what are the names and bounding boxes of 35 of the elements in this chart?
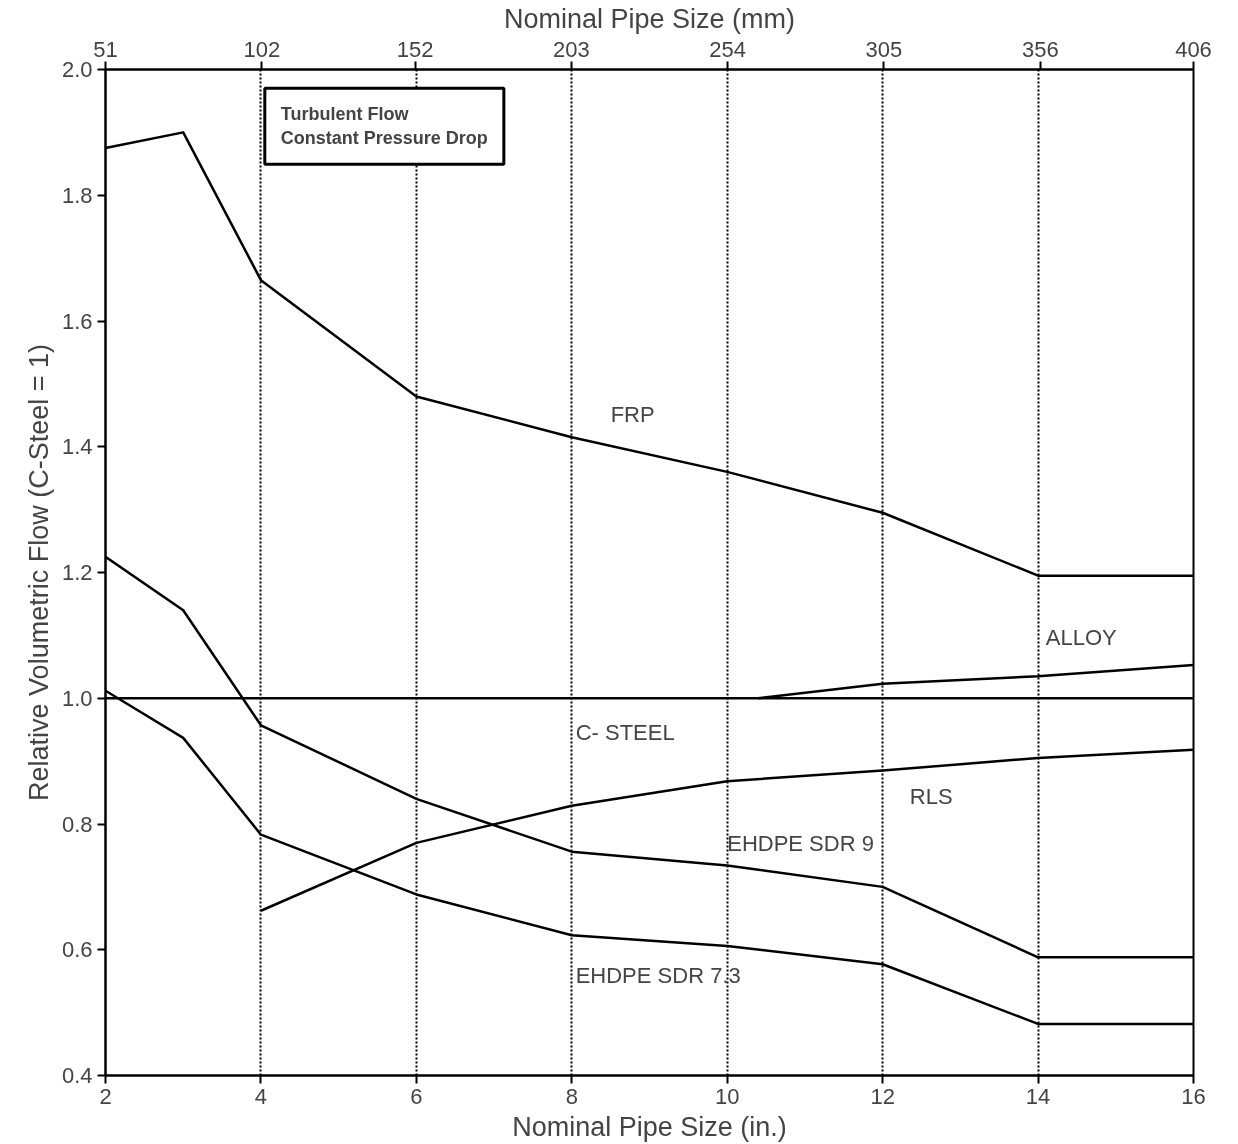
x-tick-label: 6 [410, 1083, 423, 1109]
y-tick-label: 2.0 [61, 57, 93, 82]
series-label: FRP [610, 402, 655, 428]
y-tick-label: 0.6 [61, 937, 93, 963]
x2-tick-label: 406 [1175, 36, 1212, 62]
x2-tick-label: 356 [1021, 36, 1059, 62]
series-label: RLS [909, 784, 953, 810]
y-tick-label: 1.0 [61, 685, 93, 711]
series-label: EHDPE SDR 9 [727, 830, 874, 856]
x2-tick-label: 152 [396, 36, 434, 62]
x-tick-label: 12 [870, 1083, 895, 1109]
x2-tick-label: 254 [709, 36, 747, 62]
x2-tick-label: 51 [93, 36, 118, 62]
y-tick-label: 0.4 [61, 1063, 93, 1088]
x-tick-label: 2 [99, 1083, 112, 1109]
y-tick-label: 1.2 [61, 560, 93, 585]
y-tick-label: 1.4 [61, 434, 93, 460]
x2-tick-label: 305 [865, 36, 903, 62]
x-tick-label: 8 [565, 1083, 578, 1109]
series-label: C- STEEL [575, 719, 675, 745]
y-axis-title: Relative Volumetric Flow (C-Steel = 1) [23, 344, 54, 801]
x2-tick-label: 102 [243, 36, 281, 62]
y-tick-label: 1.8 [61, 182, 93, 208]
x2-axis-title: Nominal Pipe Size (mm) [503, 3, 796, 34]
x-axis-title: Nominal Pipe Size (in.) [512, 1111, 787, 1142]
series-label: ALLOY [1045, 625, 1118, 651]
x-tick-label: 14 [1025, 1083, 1051, 1109]
series-label: EHDPE SDR 7.3 [575, 963, 741, 989]
y-tick-label: 0.8 [61, 811, 93, 837]
x-tick-label: 4 [254, 1083, 268, 1109]
x-tick-label: 10 [714, 1083, 740, 1109]
x-tick-label: 16 [1181, 1083, 1206, 1109]
x2-tick-label: 203 [552, 36, 590, 62]
y-tick-label: 1.6 [61, 308, 93, 334]
annotation: Turbulent Flow Constant Pressure Drop [280, 104, 488, 149]
